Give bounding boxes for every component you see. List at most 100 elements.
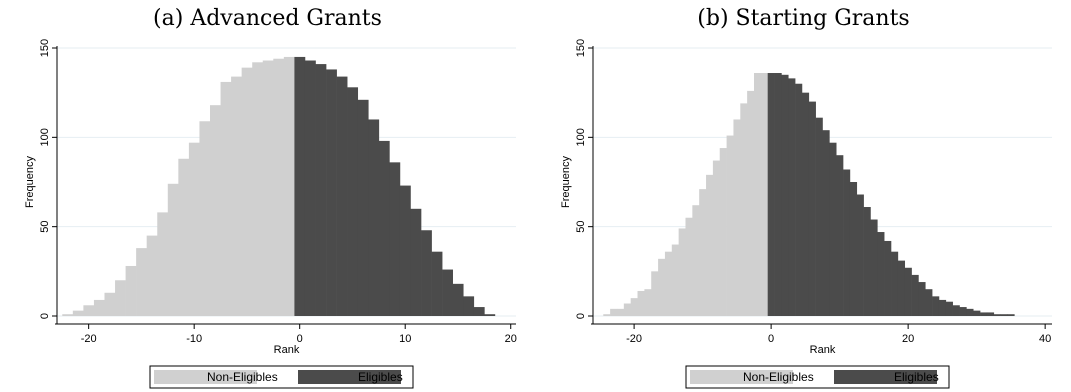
x-axis-title: Rank — [274, 344, 300, 356]
histogram-bar-eligibles — [843, 169, 851, 316]
histogram-bar-eligibles — [973, 310, 981, 316]
histogram-bar-eligibles — [884, 240, 892, 316]
histogram-bar-eligibles — [945, 301, 953, 316]
histogram-bar-non-eligibles — [603, 314, 611, 316]
histogram-bar-eligibles — [326, 69, 337, 316]
histogram-bar-non-eligibles — [125, 265, 137, 316]
histogram-bar-eligibles — [431, 251, 443, 316]
histogram-bar-eligibles — [808, 101, 816, 316]
legend-label-eligibles: Eligibles — [358, 370, 403, 384]
histogram-advanced-grants: 0 50 100 150 -20 -10 0 10 20 Rank Frequency Non-Eli… — [24, 39, 517, 389]
y-axis-title: Frequency — [560, 156, 572, 208]
histogram-bar-eligibles — [938, 299, 947, 316]
histogram-bar-eligibles — [891, 251, 899, 316]
x-tick-label: 10 — [399, 333, 411, 345]
histogram-bar-non-eligibles — [62, 314, 74, 316]
histogram-bar-non-eligibles — [178, 158, 190, 316]
histogram-bar-eligibles — [815, 117, 823, 317]
histogram-bar-eligibles — [781, 74, 789, 316]
y-axis-title: Frequency — [24, 156, 36, 208]
histogram-bar-non-eligibles — [83, 305, 95, 316]
histogram-bar-non-eligibles — [699, 189, 707, 316]
histogram-bar-non-eligibles — [747, 90, 755, 316]
histogram-bar-eligibles — [788, 78, 796, 316]
histogram-bar-non-eligibles — [188, 142, 200, 316]
histogram-bar-non-eligibles — [115, 280, 126, 316]
histogram-bar-eligibles — [993, 314, 1001, 316]
histogram-bar-eligibles — [911, 274, 919, 316]
histogram-bar-non-eligibles — [726, 135, 734, 316]
histogram-bar-non-eligibles — [283, 56, 295, 316]
histogram-bar-eligibles — [897, 260, 906, 316]
y-tick-label: 150 — [575, 39, 587, 57]
histogram-bar-non-eligibles — [262, 60, 274, 316]
histogram-bar-non-eligibles — [651, 271, 659, 316]
histogram-bar-non-eligibles — [72, 310, 84, 316]
histogram-bar-eligibles — [304, 60, 316, 316]
histogram-bar-eligibles — [473, 307, 485, 316]
histogram-bar-eligibles — [849, 182, 858, 316]
histogram-bar-eligibles — [856, 194, 864, 316]
histogram-bar-non-eligibles — [210, 105, 221, 316]
histogram-bar-eligibles — [986, 312, 995, 316]
histogram-bar-eligibles — [904, 267, 912, 316]
panel-title: (a) Advanced Grants — [153, 6, 382, 31]
histogram-bar-non-eligibles — [616, 308, 625, 316]
histogram-bar-non-eligibles — [623, 303, 631, 316]
histogram-bar-eligibles — [336, 76, 348, 316]
histogram-bar-non-eligibles — [712, 160, 721, 316]
histogram-bar-non-eligibles — [637, 290, 645, 316]
histogram-bar-eligibles — [822, 130, 830, 316]
histogram-bar-eligibles — [870, 219, 878, 316]
x-axis-title: Rank — [810, 344, 836, 356]
histogram-bar-non-eligibles — [753, 73, 762, 316]
legend-swatch-non-eligibles — [690, 370, 793, 384]
y-tick-label: 100 — [39, 128, 51, 146]
legend: Non-Eligibles Eligibles — [685, 365, 950, 389]
histogram-bar-eligibles — [966, 308, 974, 316]
histogram-bar-non-eligibles — [760, 73, 768, 316]
histogram-bar-eligibles — [863, 207, 871, 316]
y-tick-label: 50 — [575, 221, 587, 233]
legend-label-eligibles: Eligibles — [894, 370, 939, 384]
y-tick-label: 50 — [39, 221, 51, 233]
x-tick-label: 0 — [297, 333, 303, 345]
y-tick-label: 0 — [39, 313, 51, 319]
histogram-bar-eligibles — [347, 87, 359, 316]
histogram-bar-eligibles — [368, 119, 380, 316]
histogram-bar-non-eligibles — [273, 58, 285, 316]
histogram-bar-eligibles — [389, 162, 401, 316]
histogram-bar-non-eligibles — [630, 298, 638, 316]
histogram-bar-non-eligibles — [199, 121, 211, 317]
histogram-bar-eligibles — [795, 83, 803, 316]
histogram-bar-non-eligibles — [146, 235, 158, 316]
histogram-bar-eligibles — [877, 232, 885, 316]
histogram-bar-non-eligibles — [241, 67, 253, 316]
histogram-bar-eligibles — [442, 269, 453, 316]
histogram-bar-non-eligibles — [692, 205, 700, 316]
histogram-bar-eligibles — [357, 99, 369, 317]
histogram-bar-eligibles — [452, 283, 464, 316]
histogram-bar-non-eligibles — [104, 292, 116, 316]
histogram-bar-non-eligibles — [733, 119, 741, 316]
histogram-bar-eligibles — [1000, 314, 1008, 316]
histogram-bar-non-eligibles — [610, 308, 618, 316]
panel-advanced-grants: (a) Advanced Grants 0 50 100 150 -20 -10 0 10 20… — [0, 0, 535, 392]
histogram-bar-eligibles — [294, 56, 306, 316]
histogram-bar-eligibles — [829, 142, 837, 316]
histogram-bar-eligibles — [378, 140, 390, 316]
panel-title: (b) Starting Grants — [697, 6, 910, 31]
histogram-bar-eligibles — [925, 289, 933, 316]
histogram-bar-non-eligibles — [678, 228, 686, 316]
histogram-bar-eligibles — [952, 305, 960, 316]
x-tick-label: 20 — [902, 333, 914, 345]
histogram-bar-eligibles — [484, 314, 496, 316]
histogram-bar-eligibles — [315, 64, 327, 316]
legend-label-non-eligibles: Non-Eligibles — [743, 370, 814, 384]
histogram-bar-non-eligibles — [685, 217, 693, 316]
x-tick-label: -20 — [81, 333, 97, 345]
histogram-bar-non-eligibles — [664, 251, 673, 316]
histogram-bar-eligibles — [421, 230, 432, 316]
x-tick-label: -20 — [626, 333, 642, 345]
histogram-bar-non-eligibles — [706, 174, 714, 316]
